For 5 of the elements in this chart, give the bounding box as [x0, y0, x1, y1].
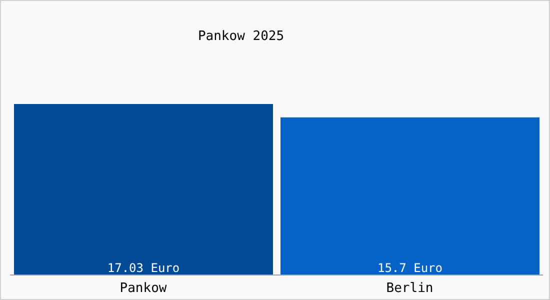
data-label: 17.03 Euro — [107, 261, 180, 275]
data-label: 15.7 Euro — [377, 261, 443, 275]
chart-title: Pankow 2025 — [196, 29, 286, 44]
x-tick-label: Berlin — [386, 281, 434, 296]
x-tick-label: Pankow — [120, 281, 167, 296]
